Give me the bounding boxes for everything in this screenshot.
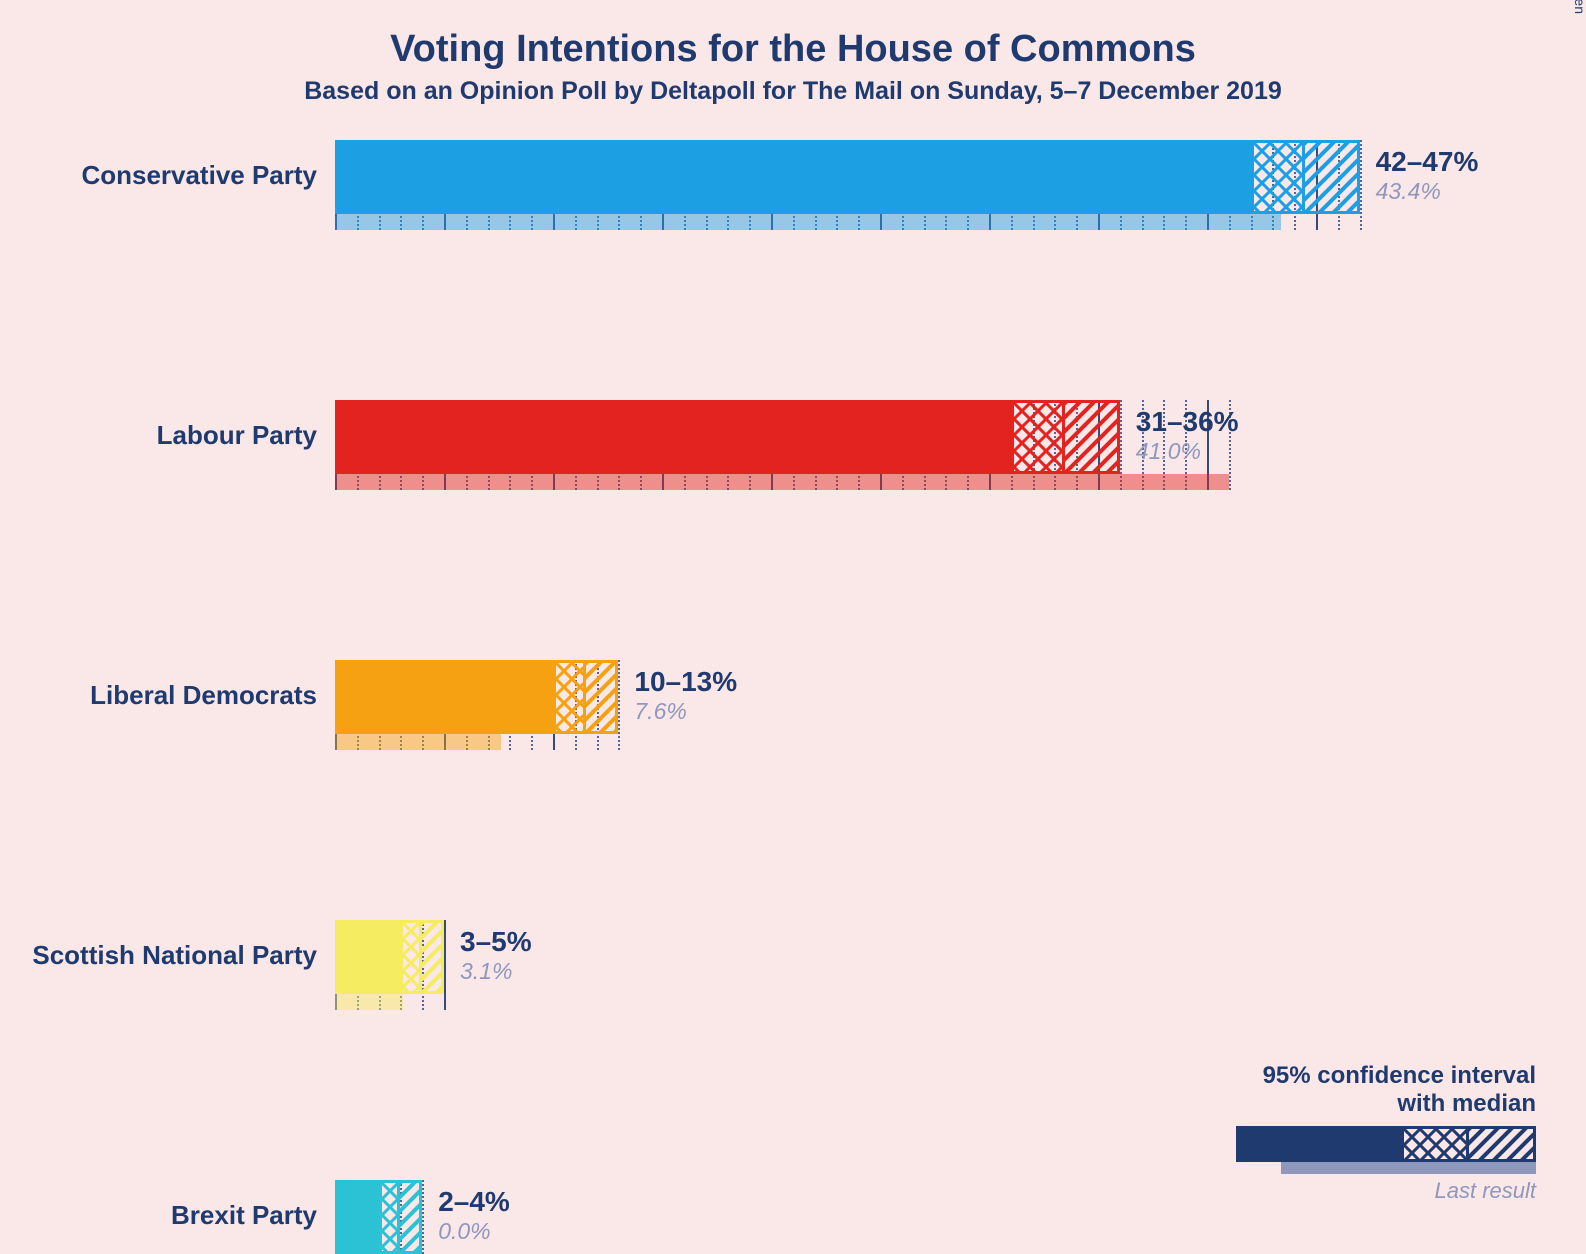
party-row: Green Party1–3%1.7% <box>0 780 1586 910</box>
value-range: 42–47% <box>1376 146 1479 178</box>
bar-solid <box>335 140 1251 214</box>
party-label: Conservative Party <box>81 160 317 191</box>
chart-page: © 2019 Filip van Laenen Voting Intention… <box>0 0 1586 1254</box>
value-range: 2–4% <box>438 1186 510 1218</box>
value-last: 43.4% <box>1376 178 1441 205</box>
party-row: Liberal Democrats10–13%7.6% <box>0 390 1586 520</box>
legend-ci-lower <box>1401 1126 1469 1162</box>
bar-last-result <box>335 214 1281 230</box>
bar-ci-lower <box>1251 140 1306 214</box>
party-row: Brexit Party2–4%0.0% <box>0 650 1586 780</box>
bar-solid <box>335 1180 379 1254</box>
party-row: Conservative Party 42–47%43.4% <box>0 130 1586 260</box>
legend-main-bar <box>1236 1126 1401 1162</box>
legend: 95% confidence interval with median Last… <box>1236 1062 1536 1204</box>
party-row: Labour Party31–36%41.0% <box>0 260 1586 390</box>
legend-swatch <box>1236 1126 1536 1174</box>
party-label: Brexit Party <box>171 1200 317 1231</box>
legend-last-label: Last result <box>1236 1178 1536 1204</box>
party-row: Scottish National Party3–5%3.1% <box>0 520 1586 650</box>
chart-subtitle: Based on an Opinion Poll by Deltapoll fo… <box>0 77 1586 106</box>
value-last: 0.0% <box>438 1218 490 1245</box>
gridline-minor <box>422 1180 424 1254</box>
copyright: © 2019 Filip van Laenen <box>1572 0 1586 14</box>
legend-line-1: 95% confidence interval <box>1236 1062 1536 1090</box>
bar-ci-lower <box>379 1180 401 1254</box>
chart-title: Voting Intentions for the House of Commo… <box>0 0 1586 71</box>
bar-chart: Conservative Party 42–47%43.4% Labour Part… <box>0 130 1586 1170</box>
legend-last-bar <box>1281 1162 1536 1174</box>
legend-ci-upper <box>1469 1126 1537 1162</box>
party-row: UK Independence Party1–2%1.9% <box>0 910 1586 1040</box>
gridline-minor <box>1360 140 1362 230</box>
bar-ci-upper <box>1305 140 1360 214</box>
bar-ci-upper <box>400 1180 422 1254</box>
legend-line-2: with median <box>1236 1090 1536 1118</box>
